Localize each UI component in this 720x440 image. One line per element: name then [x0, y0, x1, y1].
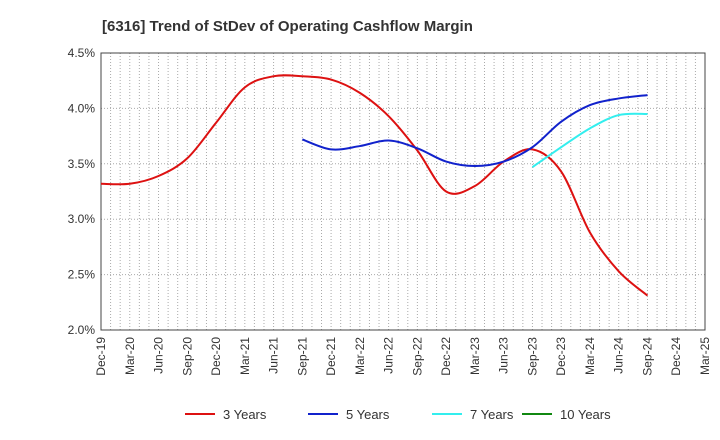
x-tick-label: Mar-24 — [583, 337, 597, 375]
x-tick-label: Mar-21 — [238, 337, 252, 375]
x-tick-label: Sep-24 — [640, 337, 654, 376]
series-line-3-years — [100, 74, 649, 297]
y-tick-label: 2.0% — [68, 323, 96, 337]
x-tick-label: Dec-19 — [94, 337, 108, 376]
y-tick-label: 3.5% — [68, 157, 96, 171]
legend: 3 Years 5 Years 7 Years 10 Years — [185, 407, 611, 422]
x-tick-label: Sep-23 — [525, 337, 539, 376]
x-tick-label: Mar-23 — [468, 337, 482, 375]
x-tick-label: Dec-21 — [324, 337, 338, 376]
series-line-7-years — [531, 112, 648, 168]
x-tick-label: Jun-20 — [152, 337, 166, 374]
x-tick-label: Sep-21 — [295, 337, 309, 376]
x-tick-label: Dec-20 — [209, 337, 223, 376]
x-tick-label: Mar-20 — [123, 337, 137, 375]
x-tick-label: Jun-22 — [382, 337, 396, 374]
x-tick-label: Dec-22 — [439, 337, 453, 376]
y-tick-label: 4.0% — [68, 101, 96, 115]
y-tick-label: 2.5% — [68, 268, 96, 282]
legend-label-3-years: 3 Years — [223, 407, 267, 422]
x-tick-label: Mar-25 — [698, 337, 712, 375]
x-tick-label: Dec-23 — [554, 337, 568, 376]
plot-frame — [100, 52, 706, 331]
y-tick-label: 4.5% — [68, 46, 96, 60]
x-tick-label: Jun-24 — [612, 337, 626, 374]
series-line-5-years — [301, 94, 648, 168]
legend-label-5-years: 5 Years — [346, 407, 390, 422]
x-tick-label: Mar-22 — [353, 337, 367, 375]
y-tick-label: 3.0% — [68, 212, 96, 226]
grid — [101, 53, 705, 330]
chart-title: [6316] Trend of StDev of Operating Cashf… — [102, 18, 473, 35]
x-tick-label: Dec-24 — [669, 337, 683, 376]
legend-label-10-years: 10 Years — [560, 407, 611, 422]
series-group — [100, 74, 649, 297]
x-tick-label: Sep-22 — [410, 337, 424, 376]
x-axis: Dec-19 Mar-20 Jun-20 Sep-20 Dec-20 Mar-21 Jun-… — [94, 337, 712, 376]
x-tick-label: Sep-20 — [180, 337, 194, 376]
x-tick-label: Jun-21 — [267, 337, 281, 374]
x-tick-label: Jun-23 — [497, 337, 511, 374]
y-axis: 2.0% 2.5% 3.0% 3.5% 4.0% 4.5% — [68, 46, 96, 337]
legend-label-7-years: 7 Years — [470, 407, 514, 422]
